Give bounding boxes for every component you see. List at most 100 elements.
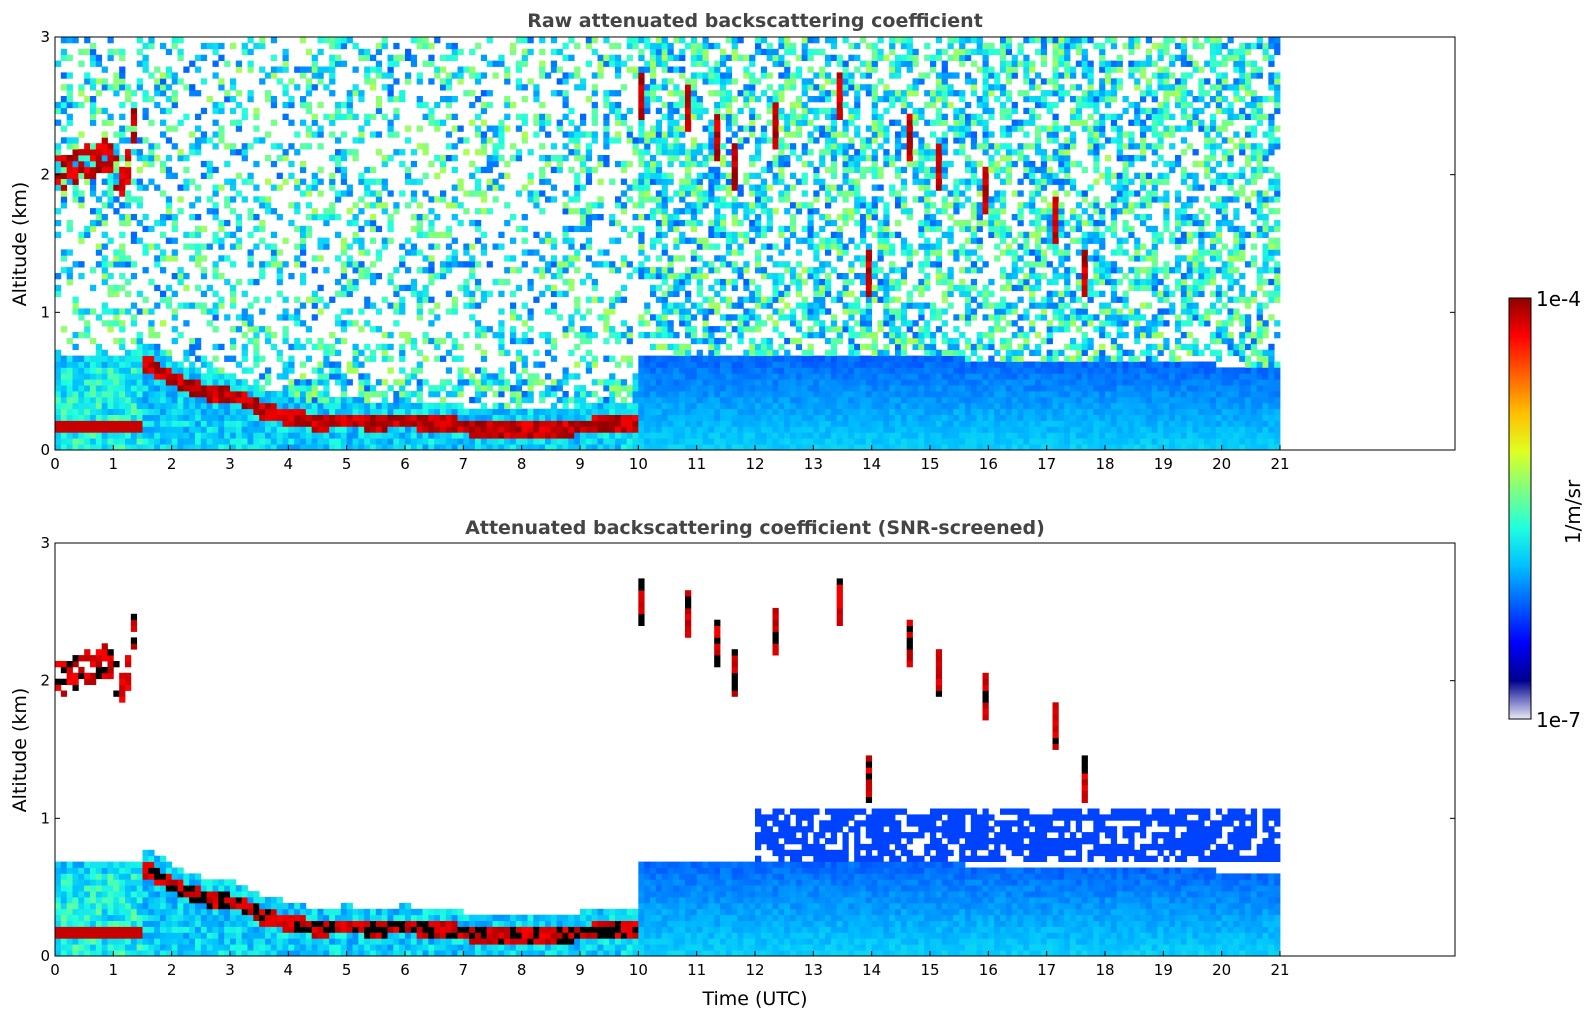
heatmap-cell bbox=[545, 391, 552, 398]
heatmap-cell bbox=[533, 426, 540, 433]
heatmap-cell bbox=[609, 426, 616, 433]
heatmap-cell bbox=[720, 96, 727, 103]
heatmap-cell bbox=[766, 438, 773, 445]
heatmap-cell bbox=[655, 426, 663, 433]
heatmap-cell bbox=[84, 361, 91, 368]
heatmap-cell bbox=[813, 308, 820, 315]
heatmap-cell bbox=[533, 408, 540, 415]
heatmap-cell bbox=[265, 408, 272, 415]
heatmap-cell bbox=[784, 160, 791, 168]
heatmap-cell bbox=[125, 414, 132, 421]
heatmap-cell bbox=[381, 37, 388, 44]
heatmap-cell bbox=[778, 90, 785, 97]
heatmap-cell bbox=[819, 320, 826, 327]
heatmap-cell bbox=[667, 48, 674, 56]
heatmap-cell bbox=[160, 131, 167, 138]
heatmap-cell bbox=[410, 432, 418, 439]
heatmap-cell bbox=[282, 396, 289, 404]
heatmap-cell bbox=[480, 101, 488, 109]
heatmap-cell bbox=[842, 385, 849, 392]
heatmap-cell bbox=[690, 60, 698, 67]
heatmap-cell bbox=[90, 284, 97, 292]
heatmap-cell bbox=[265, 396, 272, 404]
heatmap-cell bbox=[650, 373, 657, 380]
heatmap-cell bbox=[580, 219, 587, 227]
heatmap-cell bbox=[142, 432, 149, 439]
heatmap-cell bbox=[825, 391, 832, 398]
heatmap-cell bbox=[615, 402, 622, 410]
heatmap-cell bbox=[597, 414, 604, 421]
heatmap-cell bbox=[119, 54, 126, 61]
heatmap-cell bbox=[644, 379, 651, 386]
heatmap-cell bbox=[160, 296, 167, 303]
heatmap-cell bbox=[819, 426, 826, 433]
heatmap-cell bbox=[731, 166, 738, 174]
heatmap-cell bbox=[387, 332, 394, 339]
heatmap-cell bbox=[165, 402, 173, 410]
heatmap-cell bbox=[795, 278, 803, 286]
heatmap-cell bbox=[55, 349, 62, 356]
heatmap-cell bbox=[743, 420, 750, 427]
heatmap-cell bbox=[78, 414, 85, 421]
heatmap-cell bbox=[790, 420, 797, 427]
heatmap-cell bbox=[825, 184, 832, 191]
heatmap-cell bbox=[731, 385, 738, 392]
heatmap-cell bbox=[807, 37, 814, 44]
heatmap-cell bbox=[638, 196, 645, 203]
heatmap-cell bbox=[749, 343, 756, 351]
heatmap-cell bbox=[661, 278, 668, 286]
heatmap-cell bbox=[416, 125, 423, 132]
heatmap-cell bbox=[772, 48, 779, 56]
heatmap-cell bbox=[562, 143, 569, 150]
heatmap-cell bbox=[399, 402, 406, 410]
heatmap-cell bbox=[72, 178, 79, 185]
heatmap-cell bbox=[766, 402, 773, 410]
heatmap-cell bbox=[410, 444, 418, 450]
heatmap-cell bbox=[842, 444, 849, 450]
heatmap-cell bbox=[154, 379, 161, 386]
heatmap-cell bbox=[749, 119, 756, 126]
heatmap-cell bbox=[212, 432, 219, 439]
heatmap-cell bbox=[644, 408, 651, 415]
heatmap-cell bbox=[241, 42, 248, 50]
heatmap-cell bbox=[755, 284, 762, 292]
heatmap-cell bbox=[55, 385, 62, 392]
heatmap-cell bbox=[165, 172, 173, 179]
heatmap-cell bbox=[358, 420, 365, 427]
heatmap-cell bbox=[679, 320, 686, 327]
heatmap-cell bbox=[241, 155, 248, 162]
heatmap-cell bbox=[90, 107, 97, 115]
heatmap-cell bbox=[714, 243, 721, 250]
heatmap-cell bbox=[358, 373, 365, 380]
heatmap-cell bbox=[346, 219, 353, 227]
heatmap-cell bbox=[300, 414, 307, 421]
heatmap-cell bbox=[708, 373, 715, 380]
heatmap-cell bbox=[673, 214, 680, 221]
heatmap-cell bbox=[498, 308, 505, 315]
heatmap-cell bbox=[743, 267, 750, 274]
heatmap-cell bbox=[795, 343, 803, 351]
heatmap-cell bbox=[685, 391, 692, 398]
heatmap-cell bbox=[486, 432, 493, 439]
heatmap-cell bbox=[714, 432, 721, 439]
heatmap-cell bbox=[480, 367, 488, 374]
heatmap-cell bbox=[480, 444, 488, 450]
heatmap-cell bbox=[661, 84, 668, 91]
heatmap-cell bbox=[830, 420, 838, 427]
heatmap-cell bbox=[696, 60, 703, 67]
heatmap-cell bbox=[533, 249, 540, 256]
heatmap-cell bbox=[725, 420, 733, 427]
heatmap-cell bbox=[463, 137, 470, 144]
heatmap-cell bbox=[580, 326, 587, 333]
heatmap-cell bbox=[387, 225, 394, 233]
heatmap-cell bbox=[270, 432, 278, 439]
heatmap-cell bbox=[807, 420, 814, 427]
heatmap-cell bbox=[749, 432, 756, 439]
heatmap-cell bbox=[340, 37, 348, 44]
heatmap-cell bbox=[755, 37, 762, 44]
heatmap-cell bbox=[842, 119, 849, 126]
heatmap-cell bbox=[848, 54, 855, 61]
heatmap-cell bbox=[305, 90, 313, 97]
heatmap-cell bbox=[241, 143, 248, 150]
heatmap-cell bbox=[101, 385, 108, 392]
